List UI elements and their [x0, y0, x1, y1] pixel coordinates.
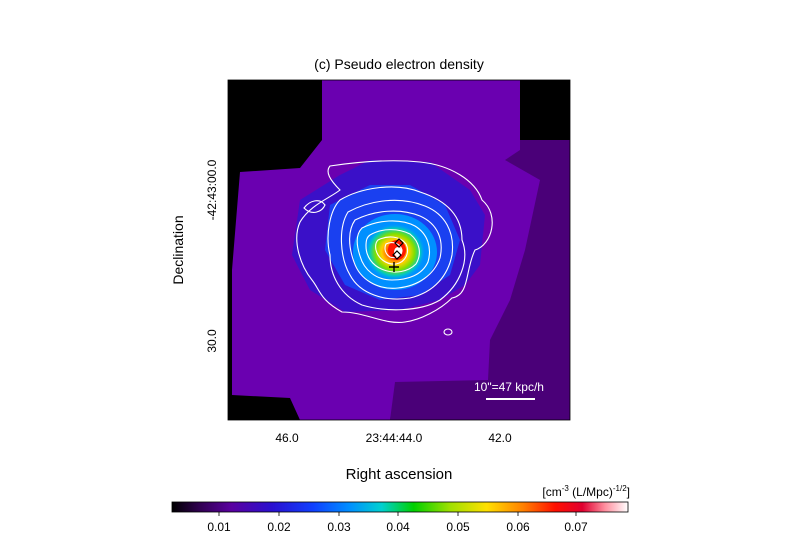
plot-frame — [227, 79, 571, 421]
y-tick-label: -42:43:00.0 — [205, 159, 219, 221]
x-tick-label: 46.0 — [275, 431, 299, 445]
colorbar-tick-label: 0.04 — [386, 520, 410, 534]
scale-bar-label: 10"=47 kpc/h — [474, 380, 544, 394]
y-axis-label: Declination — [170, 215, 186, 285]
cross-marker — [389, 262, 399, 272]
y-tick-label: 30.0 — [205, 329, 219, 353]
density-map — [228, 80, 570, 420]
colorbar-tick-label: 0.07 — [564, 520, 588, 534]
diamond-marker — [392, 250, 402, 260]
colorbar-tick-label: 0.05 — [446, 520, 470, 534]
colorbar-tick-label: 0.02 — [267, 520, 291, 534]
colorbar-tick-label: 0.01 — [207, 520, 231, 534]
colorbar-tick-marks — [218, 512, 577, 516]
x-tick-label: 42.0 — [488, 431, 512, 445]
contour-lines — [296, 160, 493, 336]
colorbar — [171, 501, 629, 513]
x-tick-label: 23:44:44.0 — [365, 431, 423, 445]
diamond-marker — [394, 238, 404, 248]
source-markers — [389, 238, 404, 272]
colorbar-units: [cm-3 (L/Mpc)-1/2] — [542, 484, 630, 499]
figure-title: (c) Pseudo electron density — [314, 56, 484, 72]
colorbar-tick-label: 0.03 — [327, 520, 351, 534]
x-axis-label: Right ascension — [345, 466, 453, 483]
colorbar-tick-label: 0.06 — [506, 520, 530, 534]
